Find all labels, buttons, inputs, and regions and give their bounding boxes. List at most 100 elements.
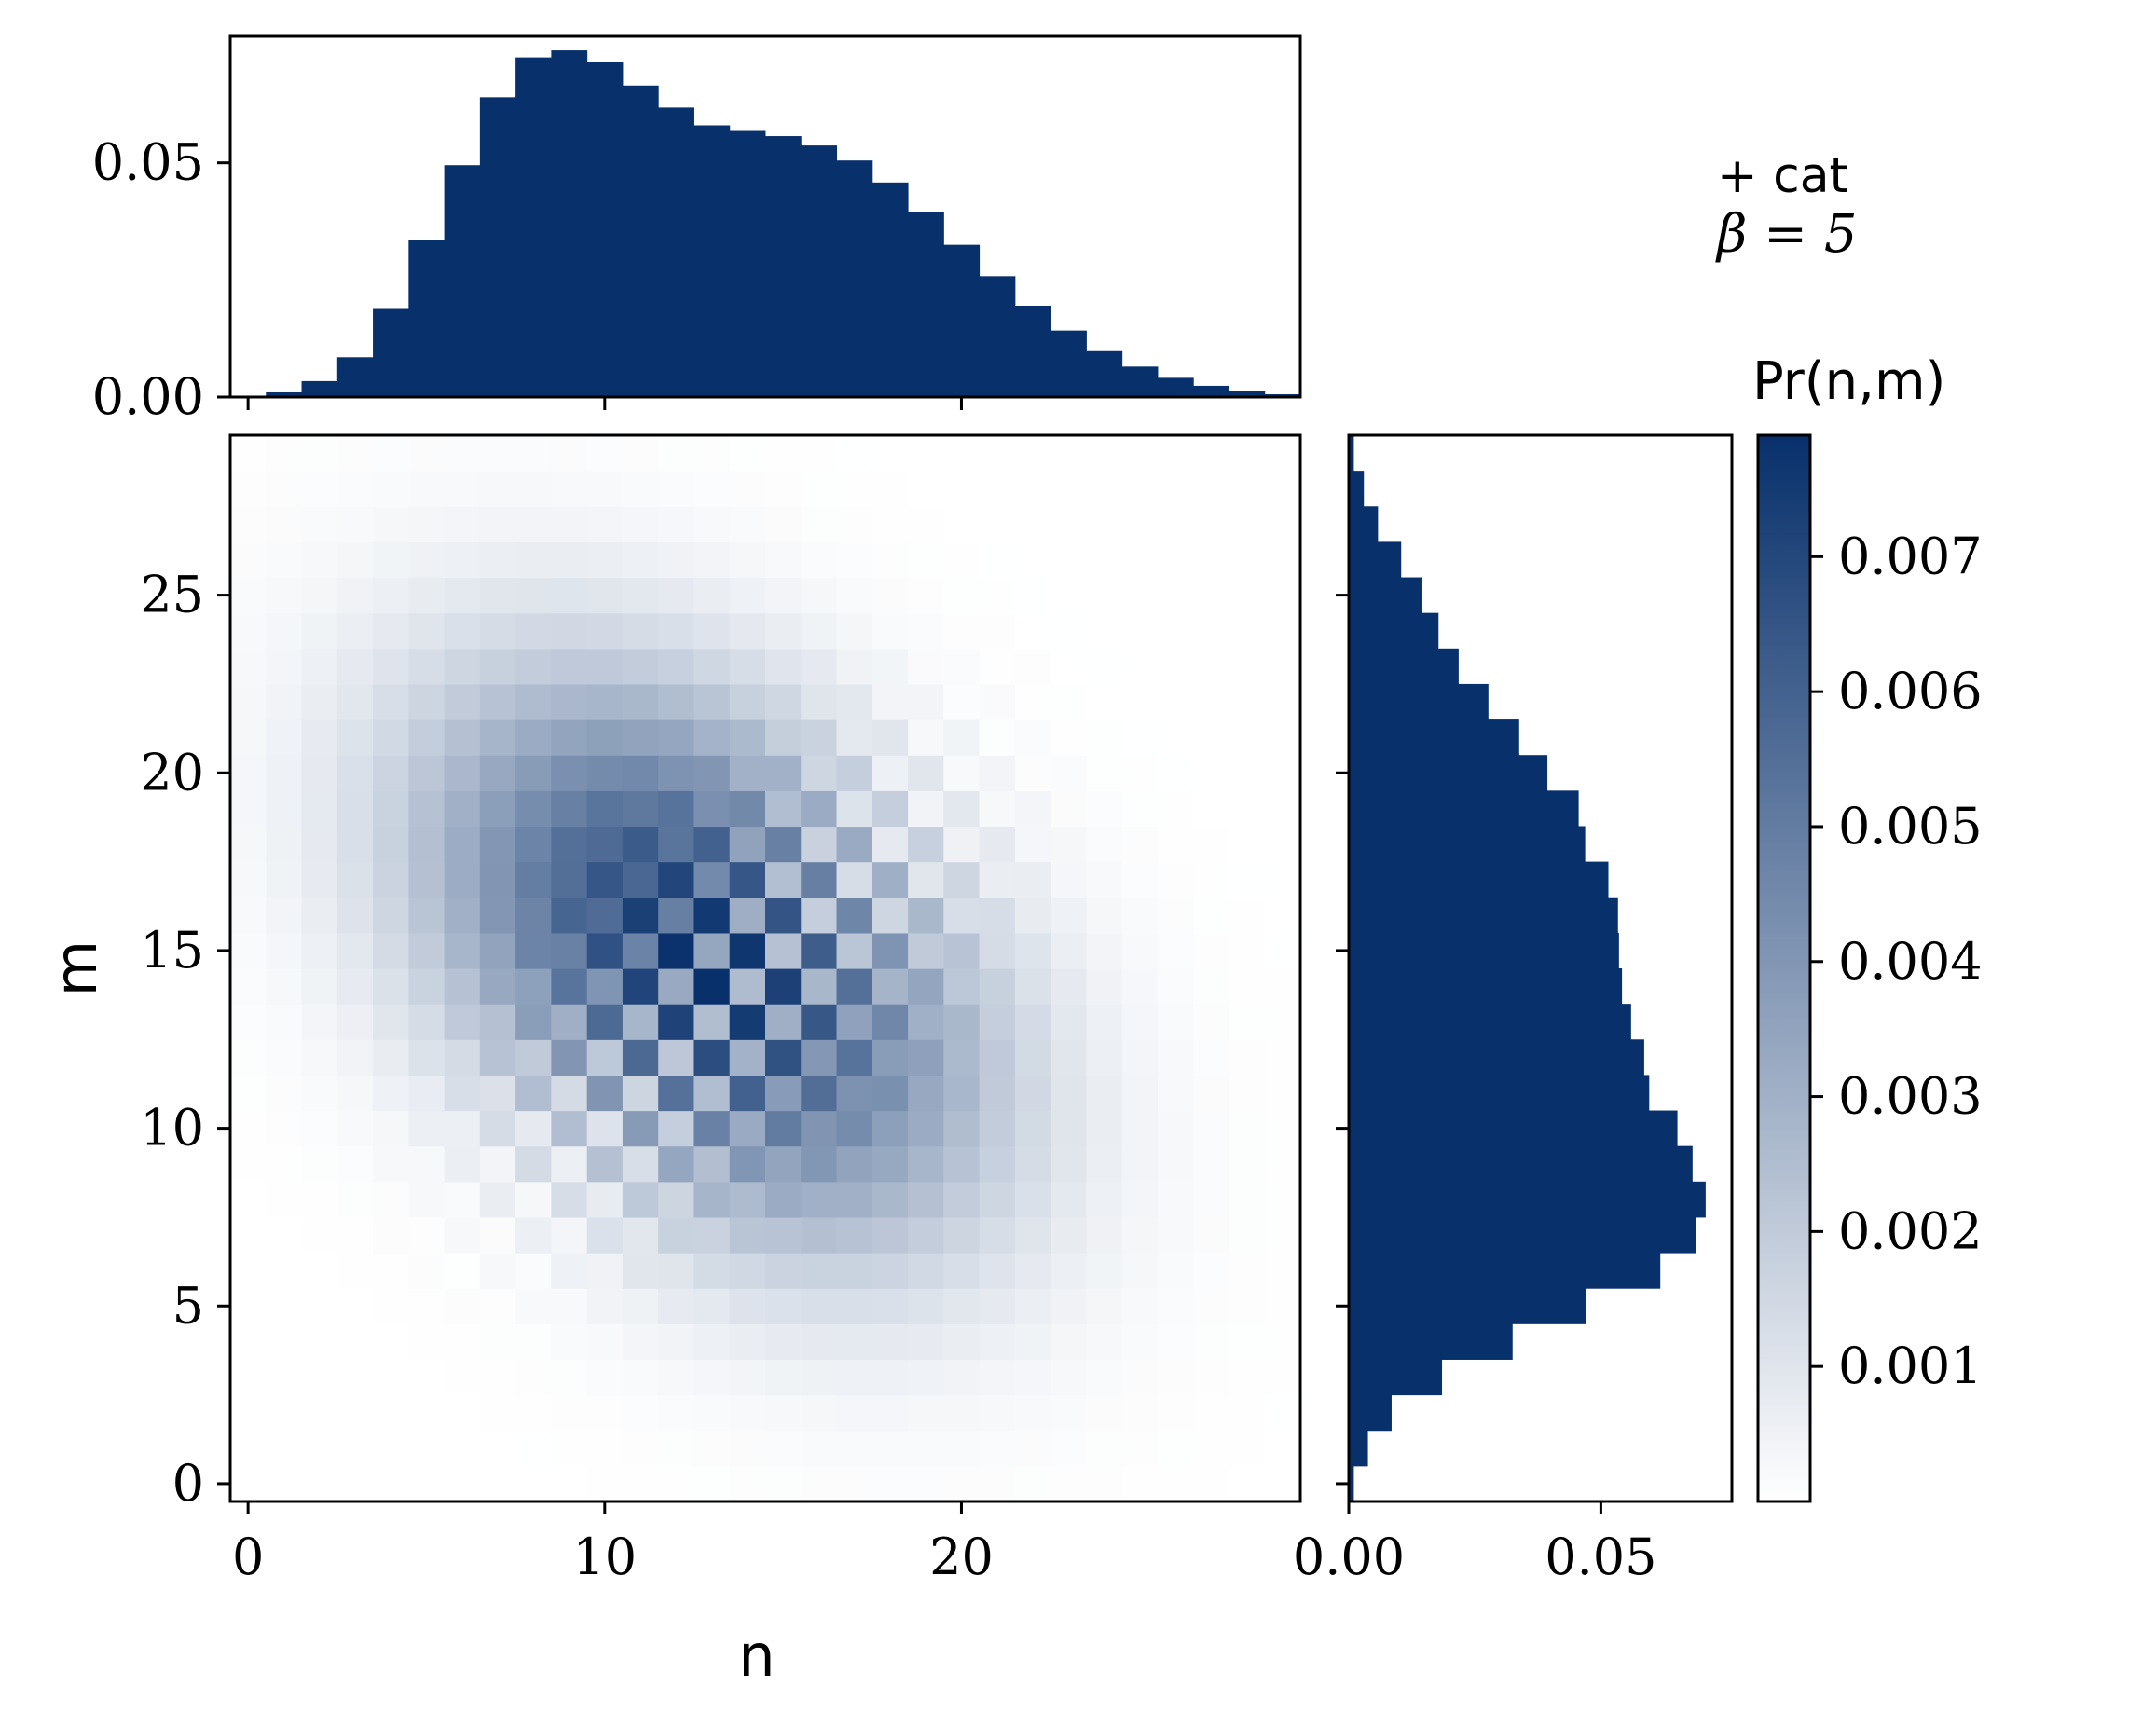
heatmap-cell [301,683,338,720]
heatmap-cell [1014,932,1051,969]
heatmap-cell [765,968,802,1005]
annotation-line-1: + cat [1717,148,1848,204]
heatmap-cell [801,897,838,934]
heatmap-cell [336,790,374,828]
heatmap-cell [586,719,624,756]
heatmap-cell [479,1253,516,1289]
heatmap-cell [230,932,267,969]
heatmap-cell [908,1430,944,1467]
heatmap-cell [1193,471,1230,507]
heatmap-cell [765,755,802,791]
heatmap-cell [1014,471,1051,507]
heatmap-cell [622,1465,659,1502]
heatmap-cell [373,1430,409,1467]
heatmap-cell [408,1039,446,1076]
heatmap-cell [1051,471,1087,507]
colorbar-tick-label: 0.005 [1838,797,1983,856]
heatmap-cell [230,1181,267,1218]
heatmap-cell [765,648,802,685]
heatmap-cell [1086,1181,1123,1218]
heatmap-cell [266,612,303,650]
heatmap-cell [230,1359,267,1396]
heatmap-cell [586,577,624,614]
heatmap-cell [872,612,909,650]
heatmap-cell [586,1039,624,1076]
heatmap-cell [908,1216,944,1254]
heatmap-cell [1086,577,1123,614]
marginal-n-bar [1157,377,1194,397]
heatmap-cell [1264,612,1301,650]
heatmap-cell [1121,506,1159,542]
heatmap-cell [373,683,409,720]
heatmap-cell [1121,612,1159,650]
heatmap-cell [515,1465,552,1502]
heatmap-cell [693,435,731,472]
heatmap-cell [908,861,944,898]
heatmap-cell [979,1394,1016,1432]
heatmap-cell [230,790,267,828]
heatmap-cell [408,648,446,685]
heatmap-cell [1264,1075,1301,1112]
heatmap-cell [1193,648,1230,685]
marginal-m-bar [1349,1004,1631,1040]
heatmap-cell [230,897,267,934]
heatmap-cell [515,897,552,934]
heatmap-cell [729,577,766,614]
heatmap-cell [765,1110,802,1147]
heatmap-cell [1051,1430,1087,1467]
heatmap-cell [1229,577,1266,614]
heatmap-cell [1051,968,1087,1005]
heatmap-cell [872,1004,909,1040]
heatmap-cell [979,1323,1016,1361]
heatmap-cell [1157,1430,1194,1467]
heatmap-cell [444,1465,481,1502]
heatmap-cell [943,648,981,685]
heatmap-cell [801,612,838,650]
heatmap-cell [1086,1216,1123,1254]
heatmap-cell [336,1359,374,1396]
heatmap-cell [836,1465,873,1502]
marginal-n-bar [1229,391,1266,397]
heatmap-cell [1014,435,1051,472]
heatmap-cell [658,1465,695,1502]
heatmap-cell [836,1004,873,1040]
heatmap-cell [515,1394,552,1432]
heatmap-cell [1229,1004,1266,1040]
heatmap-cell [622,1039,659,1076]
heatmap-cell [373,1253,409,1289]
marginal-n-bar [943,244,981,397]
marginal-m-frame [1347,433,1734,1503]
heatmap-cell [586,1465,624,1502]
heatmap-cell [408,1216,446,1254]
heatmap-cell [1121,1039,1159,1076]
heatmap-cell [408,1075,446,1112]
heatmap-cell [908,1359,944,1396]
heatmap-cell [408,1110,446,1147]
heatmap-cell [586,968,624,1005]
heatmap-cell [979,1465,1016,1502]
heatmap-cell [1086,471,1123,507]
heatmap-cell [1193,612,1230,650]
heatmap-cell [622,1288,659,1324]
heatmap-cell [301,1394,338,1432]
heatmap-cell [301,719,338,756]
heatmap-cell [1264,1110,1301,1147]
heatmap-cell [943,1039,981,1076]
heatmap-cell [765,719,802,756]
heatmap-cell [801,790,838,828]
heatmap-cell [872,968,909,1005]
heatmap-y-ticks: 0 5 10 15 20 25 [140,566,230,1513]
heatmap-cell [801,1288,838,1324]
marginal-n-bar [1193,385,1229,397]
heatmap-cell [1264,1359,1301,1396]
heatmap-cell [979,968,1016,1005]
y-axis-label: m [42,940,110,996]
heatmap-cell [551,1075,588,1112]
heatmap-cell [943,1216,981,1254]
heatmap-cell [444,755,481,791]
heatmap-cell [1014,577,1051,614]
heatmap-cell [943,471,981,507]
heatmap-cell [586,826,624,863]
heatmap-cell [230,1288,267,1324]
heatmap-cell [729,755,766,791]
